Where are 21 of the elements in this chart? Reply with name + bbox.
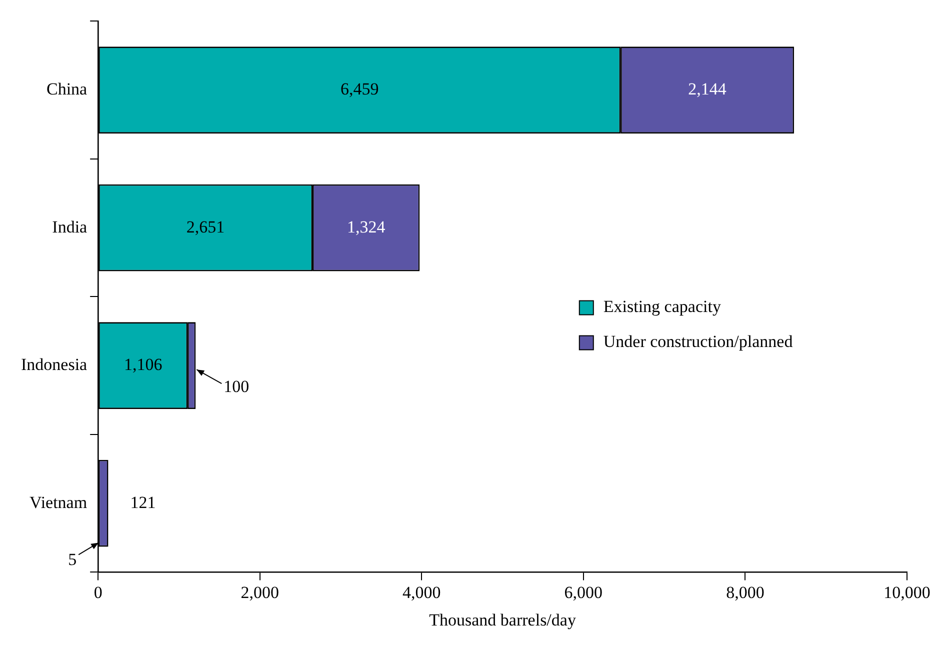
x-tick-label: 4,000 — [402, 582, 441, 602]
data-label: 121 — [130, 492, 156, 512]
x-tick-label: 6,000 — [564, 582, 603, 602]
data-label: 1,106 — [124, 355, 162, 374]
data-label: 2,651 — [186, 217, 225, 236]
data-label: 6,459 — [340, 80, 379, 99]
x-tick-label: 8,000 — [726, 582, 764, 602]
data-label: 2,144 — [688, 80, 727, 99]
data-label: 5 — [68, 550, 77, 570]
y-tick-label: China — [46, 80, 88, 99]
x-tick-label: 0 — [94, 582, 102, 602]
x-tick-label: 2,000 — [240, 582, 279, 602]
legend-label: Under construction/planned — [603, 332, 794, 352]
data-label: 1,324 — [346, 217, 386, 236]
y-tick-label: India — [52, 217, 88, 236]
y-tick-label: Indonesia — [20, 355, 88, 374]
data-label: 100 — [224, 377, 250, 396]
y-tick-label: Vietnam — [30, 492, 88, 512]
x-axis-title: Thousand barrels/day — [429, 610, 576, 630]
x-tick-label: 10,000 — [884, 582, 930, 602]
legend-label: Existing capacity — [603, 297, 722, 316]
